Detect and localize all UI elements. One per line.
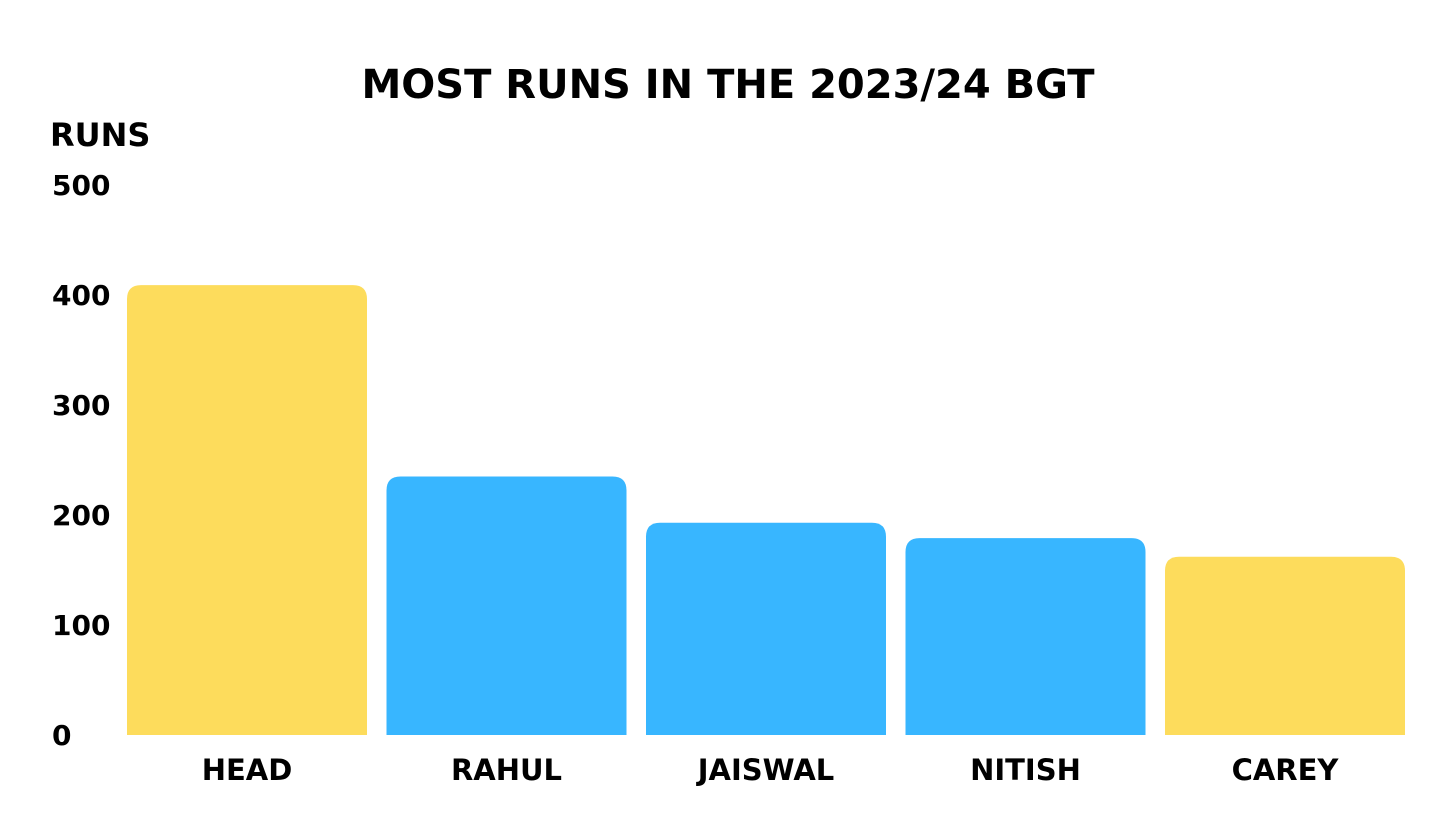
bars xyxy=(127,285,1405,735)
x-tick-label: RAHUL xyxy=(451,753,562,787)
y-tick-label: 100 xyxy=(52,609,110,642)
x-tick-label: CAREY xyxy=(1232,753,1340,787)
x-axis-categories: HEAD RAHUL JAISWAL NITISH CAREY xyxy=(202,753,1340,787)
bar-carey xyxy=(1165,556,1405,735)
y-axis-label: RUNS xyxy=(50,116,150,154)
y-tick-label: 0 xyxy=(52,719,71,752)
y-tick-label: 500 xyxy=(52,169,110,202)
chart-title: MOST RUNS IN THE 2023/24 BGT xyxy=(361,62,1095,108)
bar-jaiswal xyxy=(646,522,886,735)
x-tick-label: JAISWAL xyxy=(696,753,835,787)
bar-nitish xyxy=(905,538,1146,735)
y-axis-ticks: 0 100 200 300 400 500 xyxy=(52,169,110,752)
y-tick-label: 300 xyxy=(52,389,110,422)
y-tick-label: 400 xyxy=(52,279,110,312)
bar-rahul xyxy=(386,476,627,735)
y-tick-label: 200 xyxy=(52,499,110,532)
x-tick-label: HEAD xyxy=(202,753,293,787)
bar-head xyxy=(127,285,367,735)
x-tick-label: NITISH xyxy=(970,753,1081,787)
